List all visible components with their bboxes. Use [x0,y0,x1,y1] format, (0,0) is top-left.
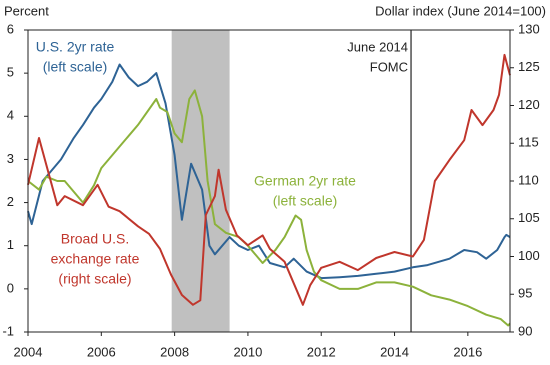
y2-tick-label: 105 [518,210,540,225]
y-tick-label: 1 [7,237,14,252]
event-label: June 2014 [347,39,408,54]
y2-axis-title: Dollar index (June 2014=100) [375,3,546,18]
y2-tick-label: 100 [518,248,540,263]
y-tick-label: 0 [7,280,14,295]
x-tick-label: 2016 [453,344,482,359]
series-label: U.S. 2yr rate [36,39,115,55]
y-tick-label: 3 [7,151,14,166]
x-tick-label: 2012 [307,344,336,359]
y2-tick-label: 115 [518,135,539,150]
series-label: German 2yr rate [254,173,356,189]
series-label: Broad U.S. [61,231,129,247]
y2-tick-label: 90 [518,323,532,338]
series-line [27,53,511,306]
series-line [27,63,511,280]
x-tick-label: 2014 [380,344,409,359]
y-tick-label: 2 [7,194,14,209]
y2-tick-label: 120 [518,97,540,112]
y2-tick-label: 110 [518,172,539,187]
event-label: FOMC [370,59,408,74]
y2-tick-label: 130 [518,21,540,36]
x-tick-label: 2006 [87,344,116,359]
y2-tick-label: 125 [518,59,540,74]
series-line [27,89,511,327]
x-tick-label: 2010 [233,344,262,359]
series-label: (left scale) [43,59,108,75]
y2-tick-label: 95 [518,286,532,301]
series-label: (right scale) [58,271,131,287]
y-tick-label: 6 [7,21,14,36]
series-label: (left scale) [273,193,338,209]
y-tick-label: 4 [7,108,14,123]
y-tick-label: 5 [7,65,14,80]
y-tick-label: -1 [2,323,14,338]
x-tick-label: 2008 [160,344,189,359]
plot-frame [27,29,511,333]
x-tick-label: 2004 [14,344,43,359]
y-axis-title: Percent [4,3,49,18]
series-label: exchange rate [51,251,140,267]
